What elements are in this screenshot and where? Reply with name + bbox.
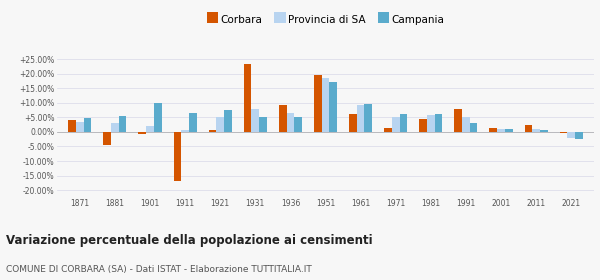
Bar: [329, 82, 337, 132]
Bar: [400, 114, 407, 132]
Bar: [244, 64, 251, 132]
Bar: [181, 130, 189, 132]
Bar: [287, 113, 294, 132]
Bar: [139, 132, 146, 134]
Bar: [173, 132, 181, 181]
Bar: [462, 117, 470, 132]
Bar: [119, 116, 127, 132]
Bar: [434, 115, 442, 132]
Bar: [392, 117, 400, 132]
Bar: [154, 103, 161, 132]
Bar: [454, 109, 462, 132]
Bar: [103, 132, 111, 145]
Bar: [427, 115, 434, 132]
Bar: [540, 130, 548, 132]
Bar: [349, 115, 357, 132]
Bar: [189, 113, 197, 132]
Bar: [68, 120, 76, 132]
Bar: [497, 129, 505, 132]
Bar: [532, 129, 540, 132]
Bar: [490, 129, 497, 132]
Bar: [209, 130, 217, 132]
Bar: [470, 123, 478, 132]
Bar: [384, 129, 392, 132]
Bar: [294, 117, 302, 132]
Bar: [224, 110, 232, 132]
Bar: [505, 129, 512, 132]
Bar: [357, 105, 364, 132]
Bar: [279, 105, 287, 132]
Bar: [568, 132, 575, 138]
Legend: Corbara, Provincia di SA, Campania: Corbara, Provincia di SA, Campania: [206, 15, 445, 25]
Bar: [76, 122, 83, 132]
Bar: [217, 117, 224, 132]
Bar: [111, 123, 119, 132]
Bar: [575, 132, 583, 139]
Bar: [259, 117, 267, 132]
Bar: [251, 109, 259, 132]
Bar: [419, 119, 427, 132]
Bar: [560, 132, 568, 133]
Text: Variazione percentuale della popolazione ai censimenti: Variazione percentuale della popolazione…: [6, 234, 373, 247]
Text: COMUNE DI CORBARA (SA) - Dati ISTAT - Elaborazione TUTTITALIA.IT: COMUNE DI CORBARA (SA) - Dati ISTAT - El…: [6, 265, 312, 274]
Bar: [146, 126, 154, 132]
Bar: [322, 78, 329, 132]
Bar: [524, 125, 532, 132]
Bar: [83, 118, 91, 132]
Bar: [314, 75, 322, 132]
Bar: [364, 104, 372, 132]
